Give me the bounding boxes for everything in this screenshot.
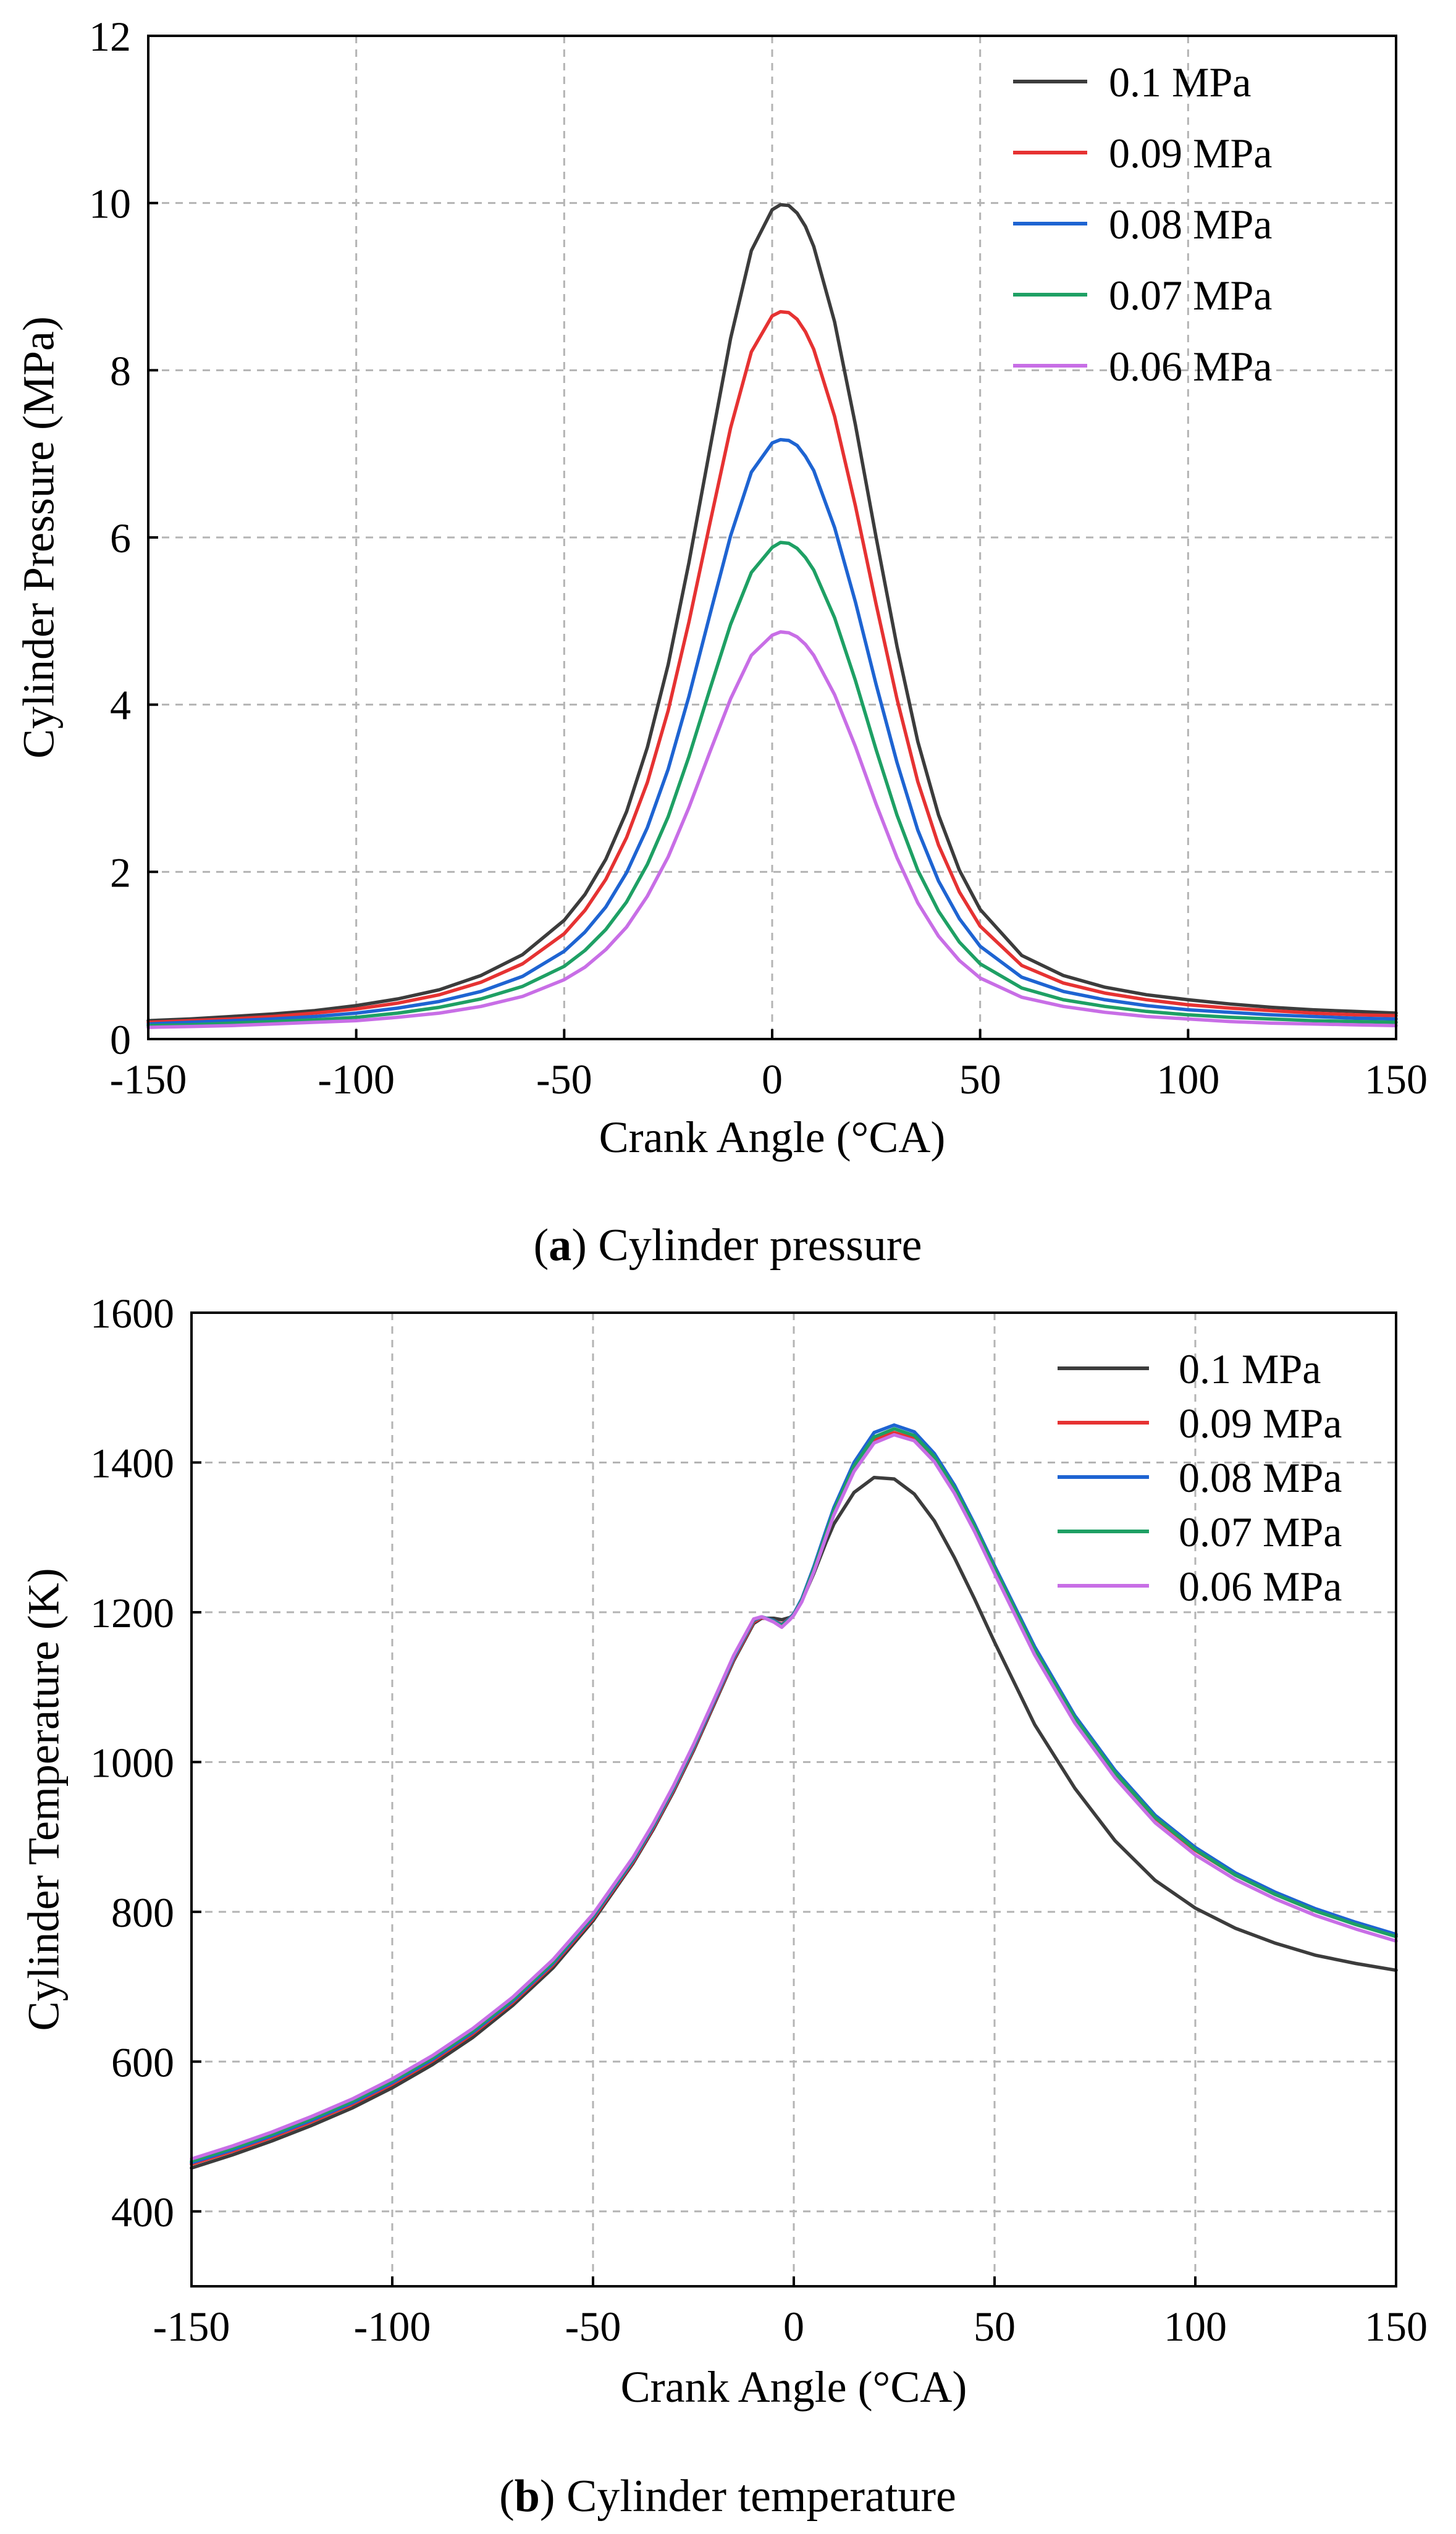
panel-b-caption-label: b <box>515 2471 540 2522</box>
panel-a-grid <box>148 36 1396 1039</box>
panel-a-caption-text: Cylinder pressure <box>598 1220 922 1271</box>
panel-b-x-tick-label: 150 <box>1365 2303 1428 2350</box>
panel-b-caption-text: Cylinder temperature <box>566 2471 956 2522</box>
panel-b-caption: (b) Cylinder temperature <box>499 2471 956 2522</box>
panel-b-y-axis-label: Cylinder Temperature (K) <box>19 1568 69 2031</box>
panel-b-y-tick-label: 1400 <box>90 1439 174 1486</box>
panel-a-legend-label-1: 0.09 MPa <box>1109 130 1272 177</box>
panel-a-cylinder-pressure: -150 -100 -50 0 50 100 150 0 2 4 6 8 10 12 0.1 MPa 0.0… <box>14 13 1428 1271</box>
panel-b-y-tick-label: 400 <box>111 2189 174 2236</box>
panel-a-legend-label-3: 0.07 MPa <box>1109 272 1272 319</box>
panel-b-series-group <box>190 1423 1398 2170</box>
panel-b-series-line-4 <box>190 1433 1398 2161</box>
panel-b-legend: 0.1 MPa 0.09 MPa 0.08 MPa 0.07 MPa 0.06 MPa <box>1058 1345 1342 1610</box>
panel-b-y-tick-label: 1200 <box>90 1589 174 1636</box>
panel-b-legend-label-2: 0.08 MPa <box>1179 1454 1342 1501</box>
panel-a-y-tick-label: 8 <box>110 347 131 394</box>
panel-b-legend-label-1: 0.09 MPa <box>1179 1400 1342 1447</box>
panel-a-caption-label: a <box>549 1220 571 1271</box>
panel-a-series-line-1 <box>146 309 1398 1024</box>
panel-a-x-tick-label: 50 <box>959 1056 1001 1103</box>
panel-b-x-tick-label: 100 <box>1164 2303 1227 2350</box>
panel-b-legend-label-3: 0.07 MPa <box>1179 1509 1342 1555</box>
panel-a-series-line-2 <box>146 437 1398 1026</box>
panel-b-y-tick-label: 800 <box>111 1889 174 1936</box>
panel-a-x-tick-label: 0 <box>762 1056 783 1103</box>
panel-b-legend-label-0: 0.1 MPa <box>1179 1345 1321 1392</box>
panel-a-caption: (a) Cylinder pressure <box>534 1220 922 1271</box>
panel-b-x-tick-label: -50 <box>565 2303 621 2350</box>
panel-a-y-axis-label: Cylinder Pressure (MPa) <box>14 316 64 759</box>
panel-a-x-axis-label: Crank Angle (°CA) <box>599 1113 946 1162</box>
panel-b-ticks: -150 -100 -50 0 50 100 150 400 600 800 1000 1200 140… <box>90 1290 1428 2350</box>
panel-a-y-tick-label: 2 <box>110 849 131 896</box>
panel-a-series-line-0 <box>146 203 1398 1022</box>
panel-b-x-tick-label: -150 <box>153 2303 230 2350</box>
panel-b-x-tick-label: 0 <box>783 2303 804 2350</box>
panel-a-ticks: -150 -100 -50 0 50 100 150 0 2 4 6 8 10 12 <box>89 13 1428 1103</box>
panel-b-x-tick-label: 50 <box>974 2303 1016 2350</box>
panel-a-legend-label-2: 0.08 MPa <box>1109 201 1272 248</box>
panel-a-series-group <box>146 203 1398 1029</box>
panel-a-y-tick-label: 10 <box>89 180 131 227</box>
panel-a-legend: 0.1 MPa 0.09 MPa 0.08 MPa 0.07 MPa 0.06 MPa <box>1013 59 1272 390</box>
panel-b-cylinder-temperature: -150 -100 -50 0 50 100 150 400 600 800 1000 1200 140… <box>19 1290 1428 2522</box>
panel-b-y-tick-label: 600 <box>111 2039 174 2086</box>
panel-a-x-tick-label: -150 <box>110 1056 187 1103</box>
panel-a-x-tick-label: 150 <box>1365 1056 1428 1103</box>
panel-a-x-tick-label: 100 <box>1156 1056 1219 1103</box>
panel-a-series-line-3 <box>146 541 1398 1028</box>
panel-a-x-tick-label: -100 <box>318 1056 395 1103</box>
panel-b-x-axis-label: Crank Angle (°CA) <box>621 2362 967 2412</box>
panel-b-y-tick-label: 1000 <box>90 1739 174 1786</box>
panel-a-y-tick-label: 4 <box>110 682 131 729</box>
panel-a-series-line-4 <box>146 630 1398 1029</box>
panel-a-x-tick-label: -50 <box>536 1056 592 1103</box>
panel-a-y-tick-label: 12 <box>89 13 131 60</box>
panel-b-legend-label-4: 0.06 MPa <box>1179 1563 1342 1610</box>
panel-a-legend-label-4: 0.06 MPa <box>1109 343 1272 390</box>
panel-a-legend-label-0: 0.1 MPa <box>1109 59 1251 106</box>
panel-b-x-tick-label: -100 <box>354 2303 431 2350</box>
panel-b-y-tick-label: 1600 <box>90 1290 174 1337</box>
panel-a-y-tick-label: 6 <box>110 515 131 562</box>
panel-a-y-tick-label: 0 <box>110 1016 131 1063</box>
